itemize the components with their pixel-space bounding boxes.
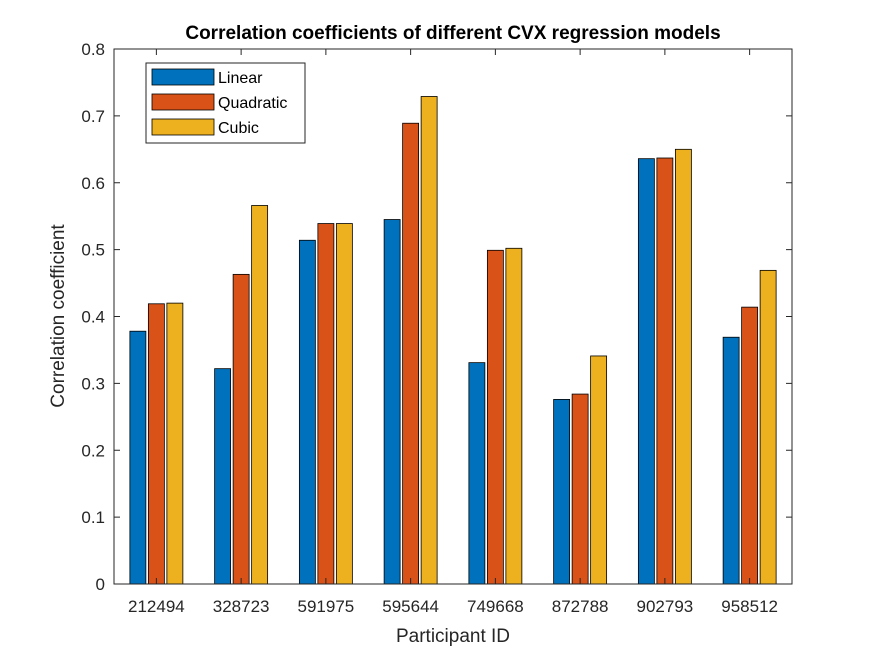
- bar-cubic-212494: [166, 302, 184, 585]
- y-tick-label: 0.7: [81, 107, 105, 126]
- legend: Linear Quadratic Cubic: [145, 62, 306, 144]
- chart-title: Correlation coefficients of different CV…: [185, 23, 720, 44]
- bar-linear-328723: [214, 368, 232, 585]
- x-tick-label: 212494: [128, 597, 185, 616]
- y-tick-label: 0.4: [81, 308, 105, 327]
- y-axis-label: Correlation coefficient: [48, 224, 69, 408]
- y-tick-label: 0.1: [81, 508, 105, 527]
- legend-label-linear: Linear: [218, 70, 263, 87]
- bar-quadratic-328723: [232, 273, 250, 585]
- x-tick-label: 958512: [721, 597, 778, 616]
- bar-quadratic-902793: [656, 157, 674, 585]
- bar-linear-958512: [722, 336, 740, 585]
- plot-frame: [113, 48, 793, 585]
- bar-cubic-595644: [420, 96, 438, 585]
- bar-linear-872788: [553, 399, 571, 585]
- x-tick-label: 749668: [467, 597, 524, 616]
- bar-cubic-958512: [759, 269, 777, 585]
- legend-label-cubic: Cubic: [218, 120, 259, 137]
- bars-group: [129, 96, 777, 585]
- legend-swatch-quadratic: [151, 93, 215, 111]
- bar-cubic-749668: [505, 247, 523, 585]
- bar-quadratic-591975: [317, 223, 335, 585]
- bar-cubic-872788: [590, 355, 608, 585]
- bar-cubic-328723: [251, 205, 269, 585]
- x-tick-label: 872788: [552, 597, 609, 616]
- bar-linear-902793: [637, 158, 655, 585]
- legend-swatch-linear: [151, 68, 215, 86]
- bar-cubic-591975: [335, 223, 353, 585]
- y-tick-label: 0.6: [81, 174, 105, 193]
- x-axis-label: Participant ID: [396, 626, 510, 647]
- bar-cubic-902793: [674, 148, 692, 585]
- bar-quadratic-595644: [402, 122, 420, 585]
- y-tick-label: 0: [96, 575, 105, 594]
- legend-swatch-cubic: [151, 118, 215, 136]
- x-tick-label: 328723: [213, 597, 270, 616]
- bar-quadratic-212494: [147, 303, 165, 585]
- x-tick-label: 595644: [382, 597, 439, 616]
- x-tick-label: 591975: [298, 597, 355, 616]
- bar-quadratic-958512: [741, 306, 759, 585]
- y-tick-label: 0.5: [81, 241, 105, 260]
- bar-quadratic-749668: [486, 249, 504, 585]
- bar-linear-595644: [383, 219, 401, 585]
- y-tick-label: 0.2: [81, 441, 105, 460]
- bar-quadratic-872788: [571, 393, 589, 585]
- bar-linear-212494: [129, 330, 147, 585]
- y-tick-label: 0.8: [81, 40, 105, 59]
- bar-linear-749668: [468, 362, 486, 585]
- legend-label-quadratic: Quadratic: [218, 95, 287, 112]
- ticks-group: 0 0.1 0.2 0.3 0.4 0.5 0.6 0.7 0.8 212494 328723 591…: [81, 40, 792, 616]
- y-tick-label: 0.3: [81, 374, 105, 393]
- bar-linear-591975: [298, 239, 316, 585]
- x-tick-label: 902793: [637, 597, 694, 616]
